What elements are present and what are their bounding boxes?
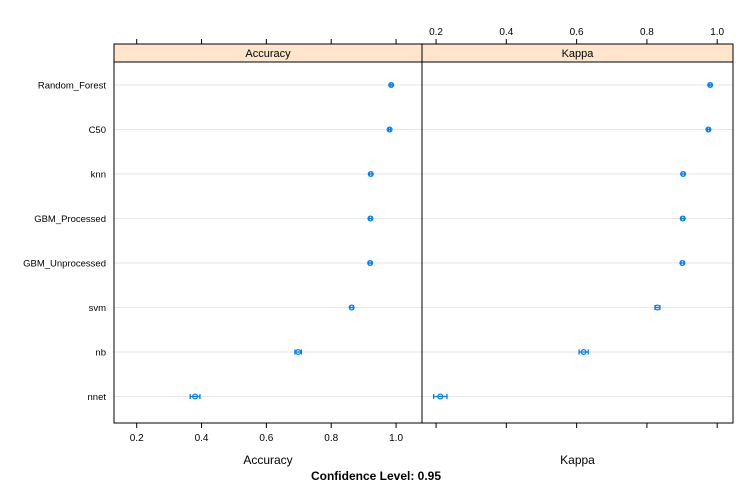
model-label-knn: knn — [91, 170, 106, 181]
accuracy-tick-label: 0.6 — [259, 433, 273, 444]
accuracy-tick-label: 0.4 — [195, 433, 209, 444]
kappa-tick-label: 0.4 — [499, 27, 513, 38]
model-label-nnet: nnet — [88, 392, 107, 403]
kappa-tick-label: 0.2 — [429, 27, 443, 38]
accuracy-point-gbm-unprocessed — [367, 259, 374, 267]
accuracy-point-nnet — [189, 393, 201, 400]
model-label-gbm-unprocessed: GBM_Unprocessed — [23, 259, 106, 270]
point-marker — [192, 393, 199, 400]
point-marker — [654, 304, 661, 311]
kappa-strip-label: Kappa — [562, 48, 595, 60]
accuracy-point-random-forest — [388, 81, 395, 89]
accuracy-point-nb — [294, 348, 303, 356]
kappa-tick-label: 0.6 — [570, 27, 584, 38]
kappa-tick-label: 1.0 — [710, 27, 724, 38]
kappa-tick-label: 0.8 — [640, 27, 654, 38]
accuracy-panel-frame — [113, 61, 423, 424]
point-marker — [295, 348, 302, 356]
accuracy-axis-title: Accuracy — [243, 453, 292, 467]
point-marker — [679, 215, 686, 222]
point-marker — [705, 126, 712, 133]
model-label-gbm-processed: GBM_Processed — [34, 214, 106, 225]
model-label-svm: svm — [89, 303, 107, 314]
point-marker — [386, 126, 393, 133]
kappa-axis-title: Kappa — [560, 453, 595, 467]
kappa-point-nb — [578, 348, 589, 356]
accuracy-point-knn — [367, 170, 374, 178]
point-marker — [367, 170, 374, 178]
accuracy-point-c50 — [386, 126, 393, 133]
kappa-point-knn — [680, 170, 687, 178]
point-layer — [189, 81, 714, 400]
point-marker — [367, 259, 374, 267]
point-marker — [680, 170, 687, 178]
kappa-point-gbm-processed — [679, 215, 686, 222]
point-marker — [348, 304, 355, 311]
accuracy-strip-label: Accuracy — [245, 48, 291, 60]
grid-layer — [114, 84, 733, 397]
point-marker — [388, 81, 395, 89]
kappa-point-random-forest — [707, 81, 714, 89]
point-marker — [437, 393, 444, 400]
kappa-point-nnet — [432, 393, 448, 400]
model-label-layer: Random_Forest C50 knn GBM_Processed GBM_Unpr… — [23, 81, 106, 404]
model-label-random-forest: Random_Forest — [38, 81, 106, 92]
accuracy-tick-label: 0.2 — [130, 433, 144, 444]
point-marker — [367, 215, 374, 222]
accuracy-point-gbm-processed — [367, 215, 374, 222]
confidence-caption: Confidence Level: 0.95 — [311, 469, 441, 483]
accuracy-point-svm — [348, 304, 355, 311]
point-marker — [679, 259, 686, 267]
panel-layer: Accuracy 0.2 0.4 0.6 0.8 1.0 Accuracy Kappa 0.2 0… — [113, 27, 734, 467]
accuracy-tick-label: 0.8 — [324, 433, 338, 444]
model-label-c50: C50 — [89, 125, 106, 136]
model-label-nb: nb — [95, 348, 106, 359]
kappa-point-c50 — [705, 126, 712, 133]
accuracy-tick-label: 1.0 — [389, 433, 403, 444]
kappa-panel-frame — [421, 61, 734, 424]
kappa-point-svm — [654, 304, 661, 311]
point-marker — [707, 81, 714, 89]
point-marker — [580, 348, 587, 356]
kappa-point-gbm-unprocessed — [679, 259, 686, 267]
